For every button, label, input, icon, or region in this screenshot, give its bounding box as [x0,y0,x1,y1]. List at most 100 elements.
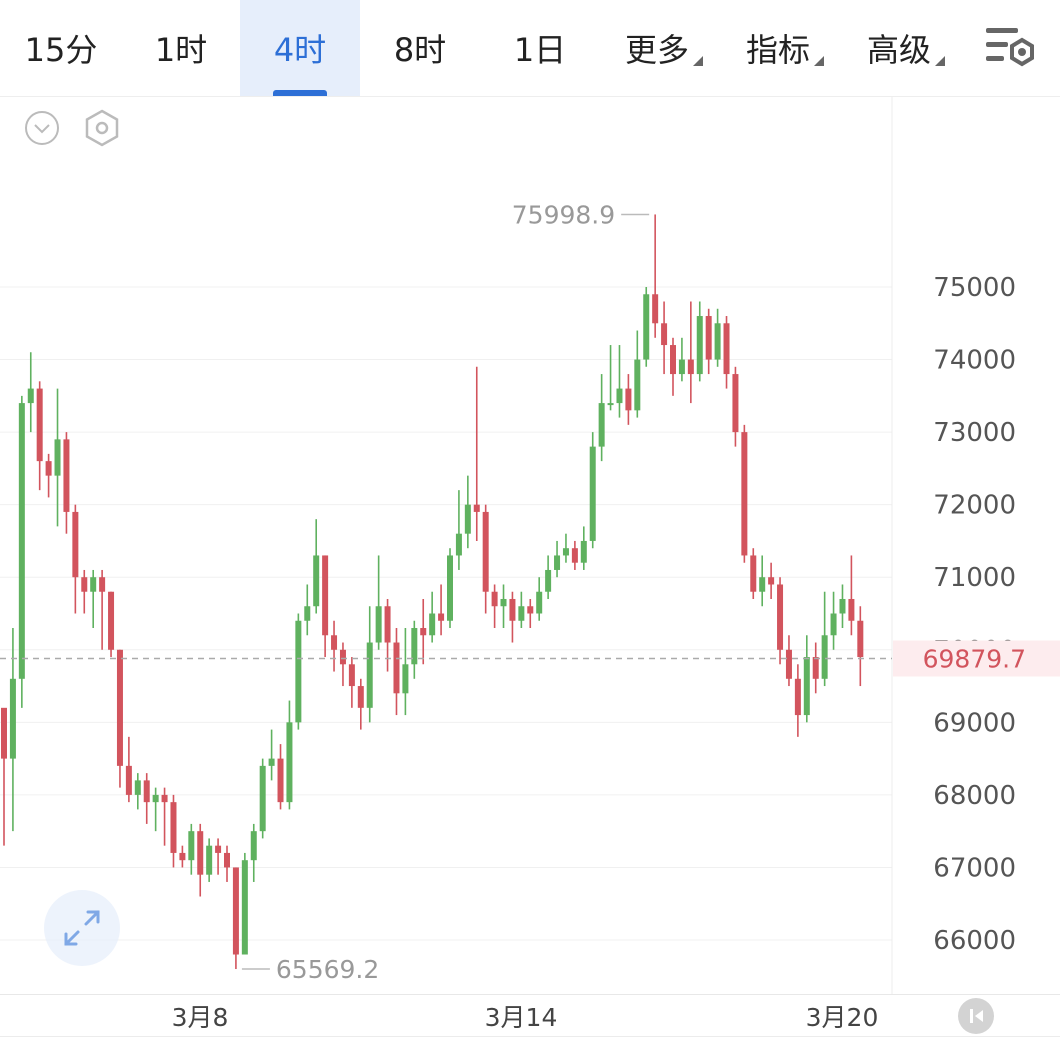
candle-body [705,316,712,360]
candle-body [607,403,614,406]
candle-body [215,845,222,853]
chevron-down-circle-icon[interactable] [24,110,60,146]
candle-body [670,345,676,375]
candle [777,577,784,665]
candle [348,657,355,708]
candle [63,432,70,534]
candle-body [179,852,186,861]
candle-body [411,628,418,665]
candle-body [741,432,748,556]
tab-8h[interactable]: 8时 [393,31,447,69]
chart-settings-icon[interactable] [984,22,1036,70]
candle-body [63,439,70,512]
candle [99,569,106,650]
tab-4h[interactable]: 4时 [240,0,360,96]
x-axis-label: 3月20 [805,1003,879,1032]
candle [322,555,329,658]
candle-body [331,635,338,650]
y-tick-label: 67000 [933,853,1016,883]
scroll-to-latest-icon[interactable] [958,998,994,1034]
candle-body [402,664,409,694]
candle-body [634,359,641,411]
active-tab-indicator [273,90,327,96]
candle-body [170,802,177,853]
last-price-label: 69879.7 [923,645,1026,674]
candle [562,533,569,563]
candle [384,598,391,672]
candle [464,475,471,549]
candle [45,453,52,498]
high-price-label: 75998.9 [512,200,615,229]
candlestick-chart[interactable]: 6600067000680006900070000710007200073000… [0,97,1060,994]
candle-body [232,867,239,955]
candle [473,366,480,541]
hexagon-settings-icon[interactable] [83,109,121,147]
candle [36,381,43,491]
candle-body [339,649,346,665]
candle [545,555,552,599]
candle [438,584,445,636]
candle [366,606,373,723]
candle [18,395,25,708]
indicator-dropdown[interactable]: 指标 [746,0,825,96]
candle-body [393,642,400,694]
tab-1d[interactable]: 1日 [513,31,567,69]
candle [134,773,141,810]
candle-body [518,606,525,621]
candle-body [509,598,516,621]
candle [821,591,828,687]
candle [482,504,489,614]
candle-body [72,511,79,578]
tab-15min[interactable]: 15分 [24,31,98,69]
candle-body [661,323,668,346]
tabbar-divider [0,96,1060,97]
expand-arrows-icon[interactable] [44,890,120,966]
candle [313,519,320,614]
candle [241,852,248,955]
candle-body [18,403,25,679]
candle [339,642,346,687]
candle-body [152,794,159,803]
candle-body [732,374,739,433]
candle [411,620,418,679]
candle-body [1,707,7,759]
candle [794,664,801,737]
advanced-dropdown[interactable]: 高级 [867,0,946,96]
candle [54,388,61,527]
candle-body [536,591,543,614]
candle [161,787,168,846]
candle-body [857,620,864,658]
x-axis-label: 3月8 [171,1003,229,1032]
candle-body [259,765,266,832]
candle-body [108,591,115,650]
candle-body [527,606,534,614]
candle-body [161,794,168,803]
candle-body [420,628,427,636]
candle [670,337,676,396]
candle-body [500,598,507,607]
candle-body [455,533,462,556]
candle [116,649,123,788]
candle [714,308,721,367]
candle [206,838,213,882]
candle [759,555,766,607]
candle-body [643,294,650,360]
more-dropdown[interactable]: 更多 [625,0,704,96]
candle [9,628,16,832]
candle [331,620,338,672]
candle [259,758,266,839]
candle-body [598,403,605,447]
candle [785,635,792,687]
candle-body [313,555,320,607]
candle [768,562,775,599]
tab-1h[interactable]: 1时 [154,31,208,69]
candle-body [304,606,311,621]
x-axis-line [0,994,1060,995]
candle-body [99,577,106,592]
candle [143,773,150,824]
candle [661,301,668,375]
candle-body [839,598,846,614]
candle-body [384,606,391,643]
candle [286,700,293,810]
candle [812,642,819,694]
